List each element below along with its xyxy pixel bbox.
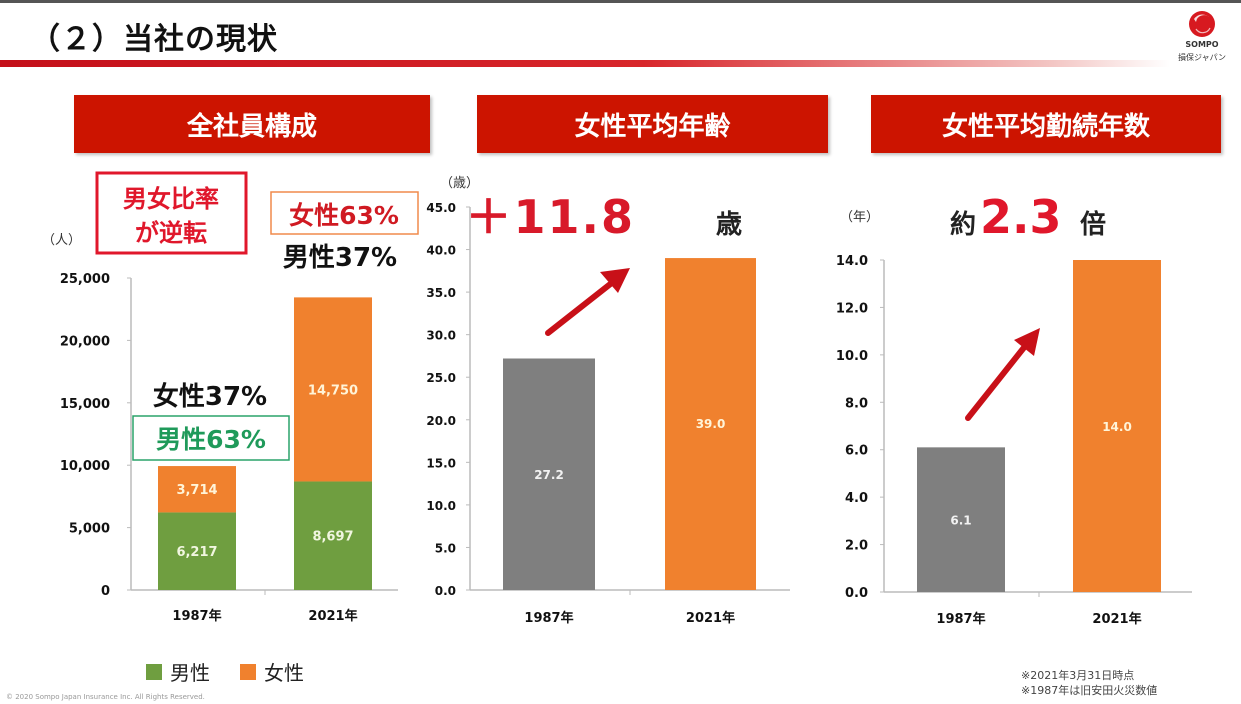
x-tick-label: 2021年 [308,608,357,624]
y-tick-label: 4.0 [845,491,868,506]
footnote-date: ※2021年3月31日時点 [1021,669,1135,682]
female-1987-share: 女性37% [153,381,267,412]
legend: 男性 女性 [146,657,304,686]
section-title-age: 女性平均年齢 [477,95,828,153]
male-1987-box [132,415,290,461]
female-2021-share: 女性63% [289,201,399,230]
y-tick-label: 0 [101,584,110,599]
bar-1987 [503,358,595,590]
reversal-line2: が逆転 [135,219,207,247]
y-axis-unit: （歳） [440,176,479,191]
y-tick-label: 30.0 [426,329,456,343]
y-tick-label: 2.0 [845,539,868,554]
bar-value-label: 6.1 [950,514,971,528]
bar-value-label: 27.2 [534,468,564,482]
y-tick-label: 10.0 [426,499,456,513]
bar-value-label: 3,714 [176,483,217,498]
bar-value-label: 8,697 [312,530,353,545]
bar-male [294,481,372,590]
section-title-tenure: 女性平均勤続年数 [871,95,1221,153]
y-tick-label: 12.0 [836,301,868,316]
bar-female [294,297,372,482]
bar-1987 [917,447,1005,592]
y-tick-label: 5.0 [435,541,456,555]
title-underline [0,60,1170,67]
age-increase-unit: 歳 [716,210,742,240]
top-border [0,0,1241,3]
y-tick-label: 14.0 [836,254,868,269]
male-2021-share: 男性37% [283,243,397,273]
tenure-unit: 倍 [1080,209,1106,240]
page-title: （２）当社の現状 [30,22,278,57]
bar-value-label: 6,217 [176,545,217,560]
y-tick-label: 15,000 [60,397,110,412]
x-tick-label: 2021年 [686,610,735,626]
legend-label-female: 女性 [264,661,304,685]
y-tick-label: 8.0 [845,396,868,411]
y-axis-unit: （人） [42,233,81,248]
bar-female [158,466,236,513]
y-tick-label: 35.0 [426,286,456,300]
bar-male [158,512,236,590]
tenure-value: 2.3 [980,190,1062,244]
y-tick-label: 10.0 [836,349,868,364]
sompo-logo: SOMPO 損保ジャパン [1172,8,1232,68]
tenure-prefix: 約 [950,209,976,240]
bar-2021 [665,258,756,590]
female-2021-box [270,191,419,235]
x-tick-label: 1987年 [936,611,985,627]
y-axis-unit: （年） [840,210,879,225]
reversal-box [95,171,248,255]
bar-2021 [1073,260,1161,592]
y-tick-label: 0.0 [435,584,456,598]
y-tick-label: 20.0 [426,414,456,428]
y-tick-label: 10,000 [60,459,110,474]
y-tick-label: 45.0 [426,201,456,215]
x-tick-label: 2021年 [1092,611,1141,627]
age-up-arrow-icon [545,268,630,336]
copyright: © 2020 Sompo Japan Insurance Inc. All Ri… [6,693,205,701]
bar-value-label: 14.0 [1102,420,1132,434]
logo-name: 損保ジャパン [1178,53,1226,62]
x-tick-label: 1987年 [172,608,221,624]
reversal-line1: 男女比率 [123,185,219,213]
age-increase-value: ＋11.8 [466,190,636,244]
logo-brand: SOMPO [1185,40,1219,49]
male-1987-share: 男性63% [156,425,266,454]
tenure-up-arrow-icon [965,328,1040,421]
y-tick-label: 40.0 [426,244,456,258]
section-title-employees: 全社員構成 [74,95,430,153]
y-tick-label: 0.0 [845,586,868,601]
legend-swatch-male [146,663,162,680]
sompo-logo-icon [1189,11,1215,37]
footnote-1987: ※1987年は旧安田火災数値 [1021,684,1158,697]
legend-swatch-female [240,663,256,680]
y-tick-label: 15.0 [426,456,456,470]
y-tick-label: 25,000 [60,272,110,287]
y-tick-label: 25.0 [426,371,456,385]
bar-value-label: 14,750 [308,383,358,398]
y-tick-label: 6.0 [845,444,868,459]
legend-label-male: 男性 [170,661,210,685]
y-tick-label: 5,000 [69,522,110,537]
y-tick-label: 20,000 [60,334,110,349]
bar-value-label: 39.0 [696,417,726,431]
x-tick-label: 1987年 [524,610,573,626]
